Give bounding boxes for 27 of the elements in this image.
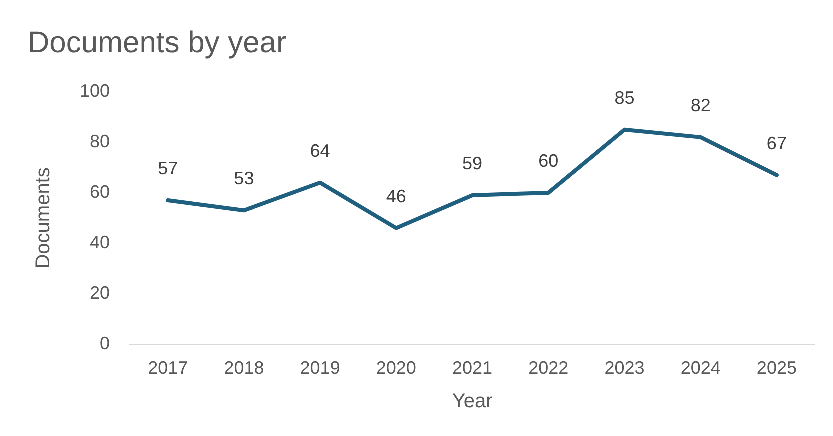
x-tick-label: 2022: [528, 358, 569, 378]
chart-title: Documents by year: [28, 26, 286, 60]
x-tick-label: 2018: [224, 358, 264, 378]
y-axis-title: Documents: [32, 168, 55, 269]
x-tick-label: 2017: [148, 358, 188, 378]
data-label: 85: [614, 88, 635, 108]
y-tick-label: 40: [90, 232, 110, 252]
x-tick-label: 2019: [300, 358, 340, 378]
data-label: 82: [690, 95, 711, 116]
x-tick-label: 2025: [756, 358, 797, 378]
y-tick-label: 20: [90, 282, 110, 303]
x-axis-title: Year: [452, 390, 494, 413]
data-label: 53: [234, 168, 254, 189]
y-tick-label: 100: [80, 80, 110, 101]
x-tick-label: 2021: [452, 358, 493, 378]
data-label: 57: [158, 158, 178, 178]
y-tick-label: 0: [100, 333, 110, 354]
x-tick-label: 2024: [680, 358, 721, 378]
x-tick-label: 2020: [376, 358, 416, 378]
x-tick-label: 2023: [604, 358, 645, 378]
data-label: 60: [538, 150, 559, 171]
data-label: 67: [766, 133, 787, 154]
data-label: 64: [310, 140, 330, 161]
data-label: 59: [462, 153, 483, 174]
y-tick-label: 60: [90, 182, 110, 202]
y-tick-label: 80: [90, 131, 110, 152]
data-label: 46: [386, 186, 406, 206]
